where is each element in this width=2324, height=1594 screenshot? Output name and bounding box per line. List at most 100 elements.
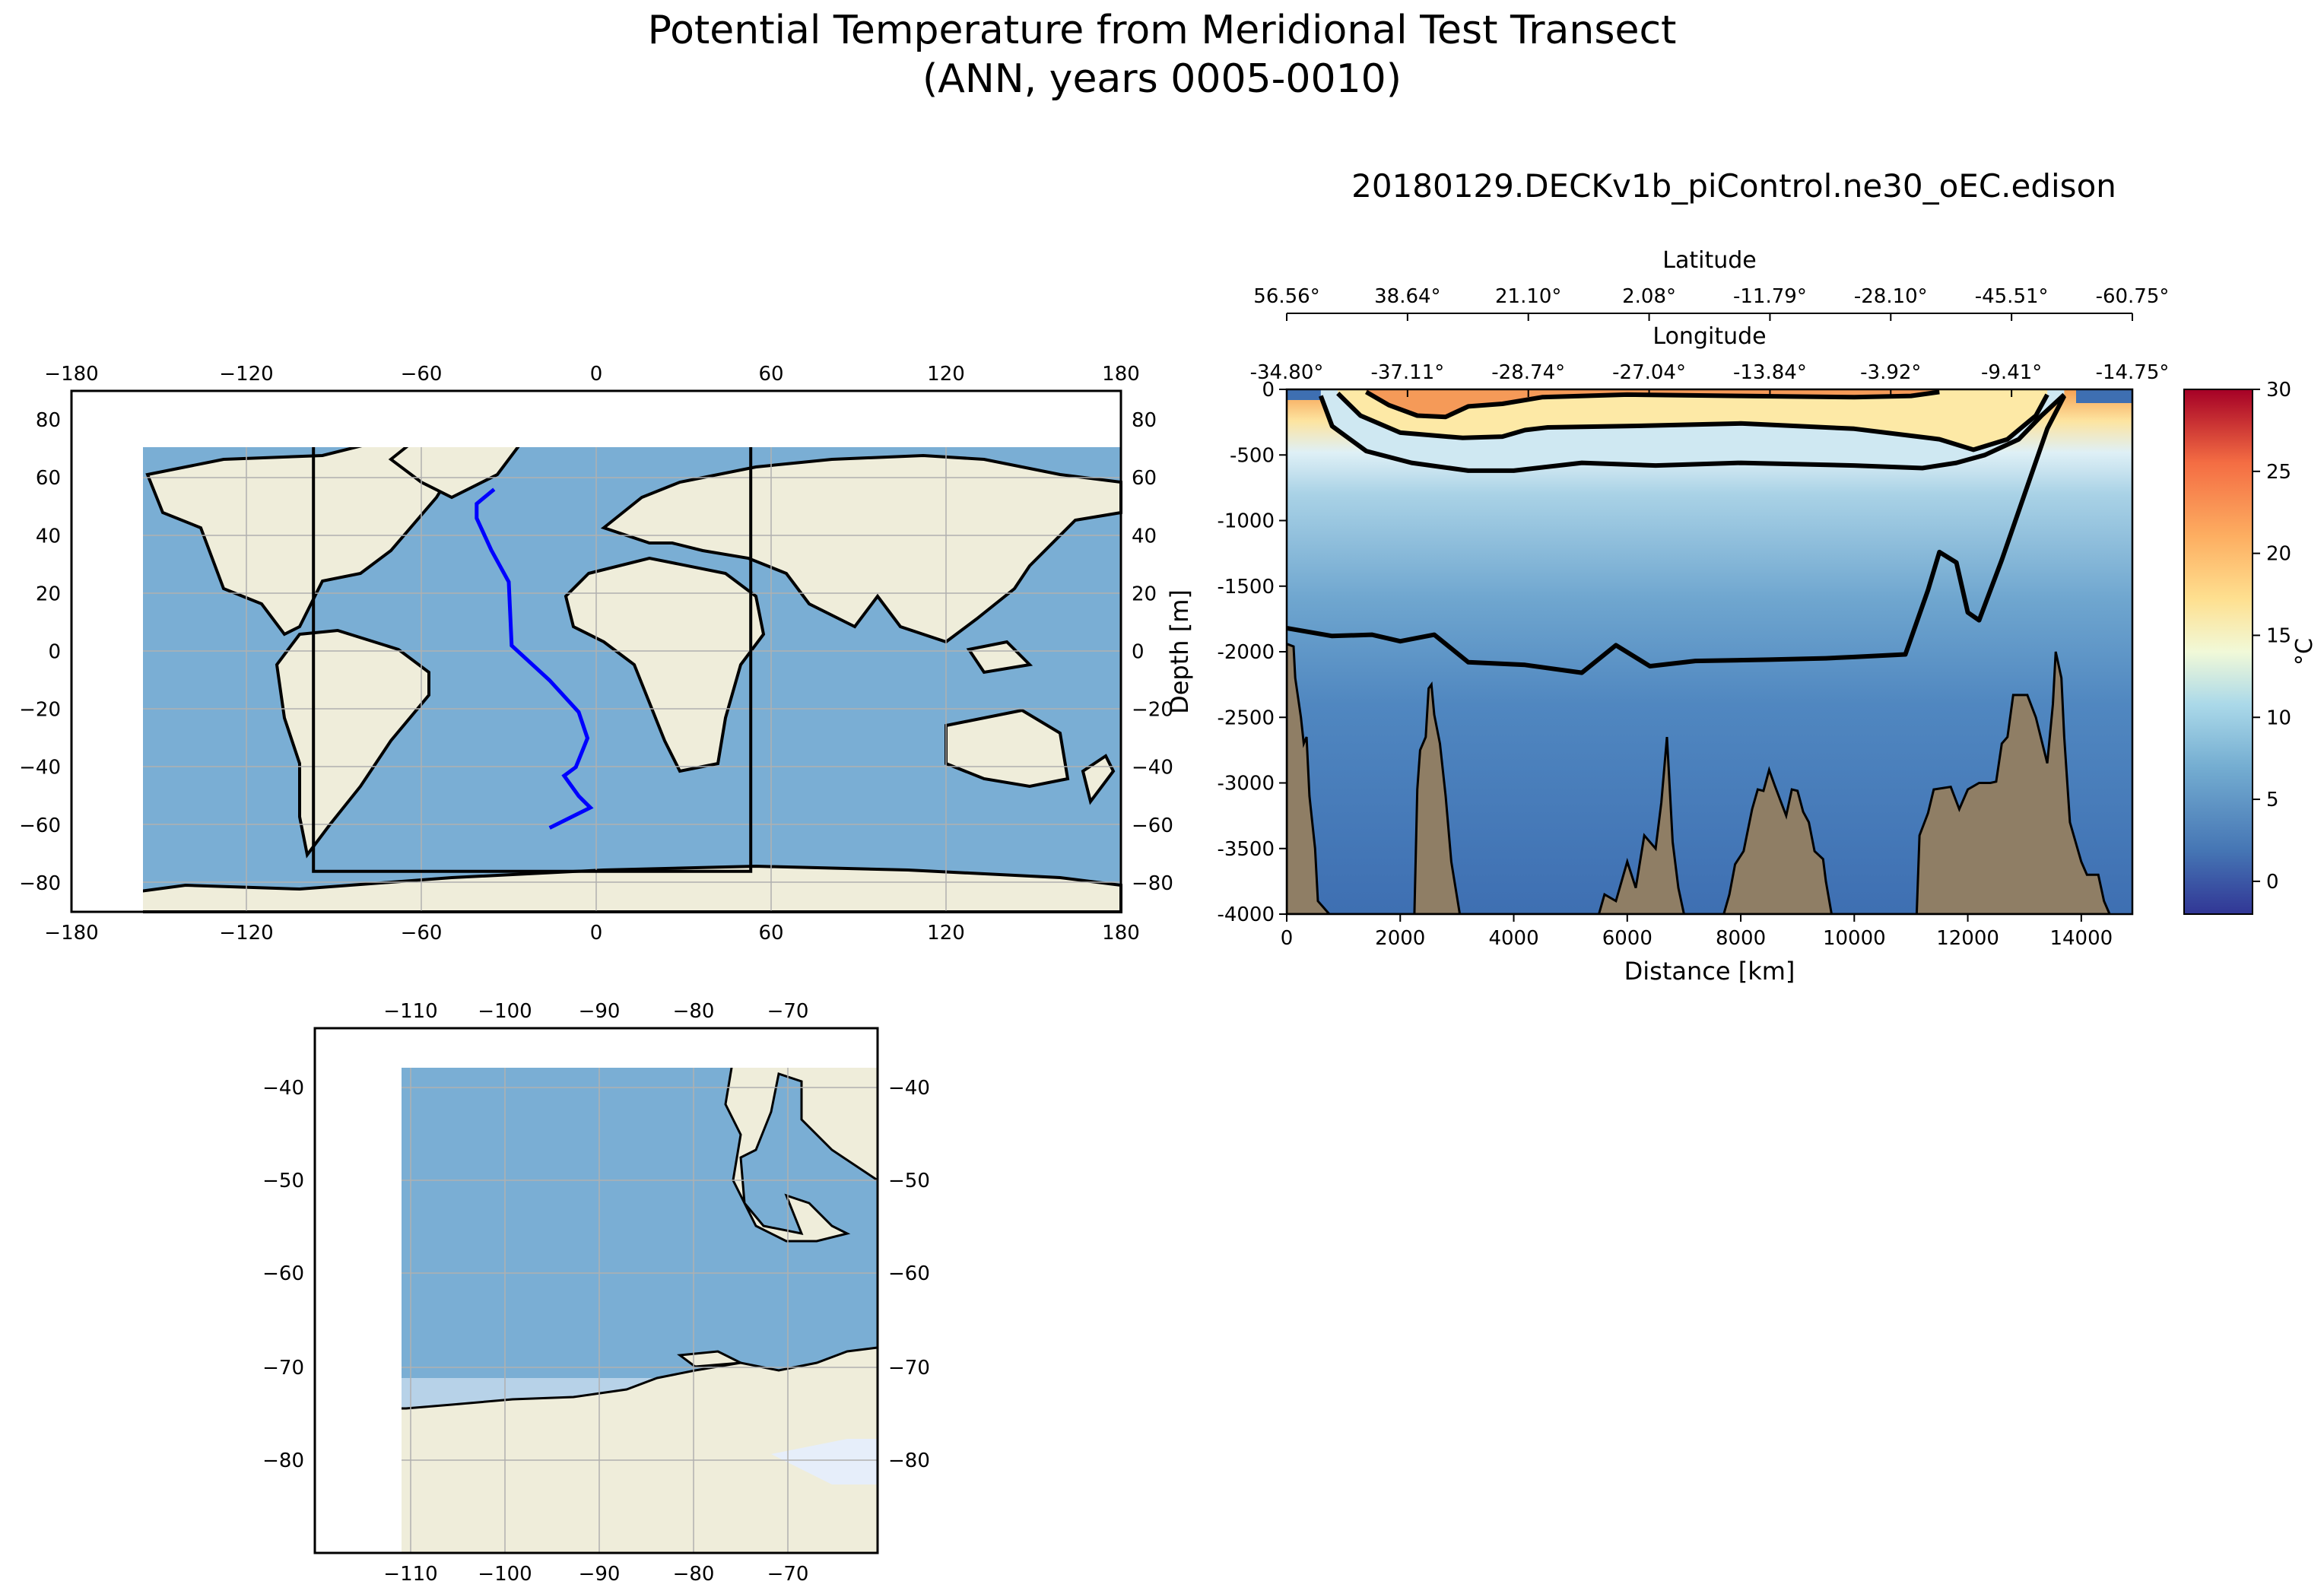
inset-lon-tick-top: −70 [767,1000,809,1023]
x-axis-label: Distance [km] [1624,957,1795,986]
inset-lat-tick-right: −40 [888,1077,930,1100]
latlon-ticks: 56.56° -34.80° 38.64° -37.11° 21.10° -28.74° 2… [1250,285,2170,397]
inset-lat-tick-right: −80 [888,1450,930,1472]
inset-lon-tick-top: −80 [673,1000,715,1023]
latitude-tick-label: -28.10° [1854,285,1928,308]
transect-section-panel: 0 2000 4000 6000 8000 10000 12000 14000 0 -500 -10… [1165,247,2318,986]
isotherm-10c [1336,392,2049,452]
world-lon-tick-bottom: 120 [927,922,965,945]
inset-lon-tick-bottom: −100 [478,1563,532,1586]
world-lat-tick-right: 40 [1132,525,1157,548]
figure-title-line1: Potential Temperature from Meridional Te… [647,8,1677,53]
figure-title-line2: (ANN, years 0005-0010) [922,56,1402,102]
colorbar-tick-label: 10 [2266,707,2291,729]
latitude-tick-label: 56.56° [1253,285,1319,308]
longitude-tick-label: -28.74° [1491,361,1565,384]
world-lat-tick-right: 60 [1132,467,1157,490]
longitude-axis-label: Longitude [1653,323,1766,350]
inset-lon-tick-bottom: −90 [579,1563,621,1586]
warm-region-10c [1338,389,2048,450]
world-lat-tick-right: −60 [1132,814,1173,837]
world-lon-tick-top: −60 [401,363,443,386]
world-lat-tick-left: 0 [48,641,61,664]
world-lat-tick-left: 80 [36,409,61,432]
world-lon-tick-bottom: −60 [401,922,443,945]
x-tick-label: 10000 [1823,927,1886,950]
section-ticks: 0 2000 4000 6000 8000 10000 12000 14000 0 -500 -10… [1217,379,2113,950]
world-lon-tick-top: 60 [758,363,783,386]
world-map-frame [70,389,1122,913]
colorbar-tick-label: 30 [2266,379,2291,402]
x-tick-label: 6000 [1602,927,1653,950]
colorbar-ticks: 30 25 20 15 10 5 0 [2253,379,2291,894]
x-tick-label: 14000 [2049,927,2113,950]
inset-lat-tick-left: −70 [262,1357,304,1380]
inset-lat-tick-right: −50 [888,1170,930,1192]
latitude-tick-label: -11.79° [1733,285,1807,308]
inset-lon-tick-top: −110 [383,1000,437,1023]
world-lon-tick-top: −180 [44,363,98,386]
inset-map-panel: −110 −110 −100 −100 −90 −90 −80 −80 −70 −70 −40 −40… [262,1000,930,1586]
latitude-tick-label: 38.64° [1374,285,1440,308]
colorbar-tick-label: 0 [2266,871,2279,894]
colorbar [2183,389,2253,915]
inset-lat-tick-left: −40 [262,1077,304,1100]
inset-lat-tick-left: −60 [262,1262,304,1285]
inset-lat-tick-right: −70 [888,1357,930,1380]
world-lon-tick-bottom: 0 [590,922,603,945]
y-tick-label: -1000 [1217,510,1275,533]
y-tick-label: -3000 [1217,773,1275,795]
world-map-panel: −180 −180 −120 −120 −60 −60 0 0 60 60 120 120 180 180… [19,363,1173,945]
colorbar-tick-label: 5 [2266,789,2279,811]
world-lat-tick-left: −80 [19,872,61,895]
inset-lat-tick-left: −50 [262,1170,304,1192]
y-tick-label: -1500 [1217,576,1275,599]
world-lat-tick-left: 40 [36,525,61,548]
y-axis-label: Depth [m] [1165,589,1194,714]
world-lat-tick-left: −60 [19,814,61,837]
y-tick-label: -2000 [1217,641,1275,664]
world-lat-tick-left: −20 [19,699,61,722]
world-lat-tick-right: 20 [1132,583,1157,605]
y-tick-label: -500 [1230,444,1275,467]
world-gridlines [143,447,1121,912]
longitude-tick-label: -14.75° [2096,361,2170,384]
x-tick-label: 12000 [1936,927,1999,950]
world-lon-tick-bottom: −120 [219,922,273,945]
world-lat-tick-right: 80 [1132,409,1157,432]
world-lat-tick-right: −80 [1132,872,1173,895]
longitude-tick-label: -34.80° [1250,361,1324,384]
transect-line [475,487,594,830]
inset-lon-tick-top: −90 [579,1000,621,1023]
x-tick-label: 4000 [1488,927,1538,950]
inset-lon-tick-top: −100 [478,1000,532,1023]
inset-lat-tick-left: −80 [262,1450,304,1472]
world-land [143,447,1122,913]
figure-title: Potential Temperature from Meridional Te… [0,6,2324,103]
world-lon-tick-top: −120 [219,363,273,386]
inset-map-ticks: −110 −110 −100 −100 −90 −90 −80 −80 −70 −70 −40 −40… [262,1000,930,1586]
world-lon-tick-bottom: −180 [44,922,98,945]
y-tick-label: 0 [1262,379,1275,402]
world-lon-tick-top: 180 [1102,363,1140,386]
isotherm-20c [1364,389,1940,420]
world-lat-tick-right: −40 [1132,757,1173,780]
longitude-tick-label: -37.11° [1370,361,1444,384]
inset-lon-tick-bottom: −80 [673,1563,715,1586]
latitude-tick-label: 21.10° [1495,285,1561,308]
longitude-tick-label: -9.41° [1981,361,2042,384]
inset-lon-tick-bottom: −70 [767,1563,809,1586]
y-tick-label: -3500 [1217,838,1275,861]
inset-ice-shelf [771,1439,878,1484]
colorbar-tick-label: 20 [2266,543,2291,566]
latitude-tick-label: -45.51° [1975,285,2049,308]
isotherm-2c [1287,395,2067,675]
world-lon-tick-bottom: 180 [1102,922,1140,945]
isotherm-contours [1287,389,2067,675]
longitude-tick-label: -3.92° [1860,361,1921,384]
world-lat-tick-left: 20 [36,583,61,605]
world-lon-tick-top: 120 [927,363,965,386]
inset-map-frame [313,1027,879,1554]
latitude-tick-label: -60.75° [2096,285,2170,308]
world-map-ticks: −180 −180 −120 −120 −60 −60 0 0 60 60 120 120 180 180… [19,363,1173,945]
